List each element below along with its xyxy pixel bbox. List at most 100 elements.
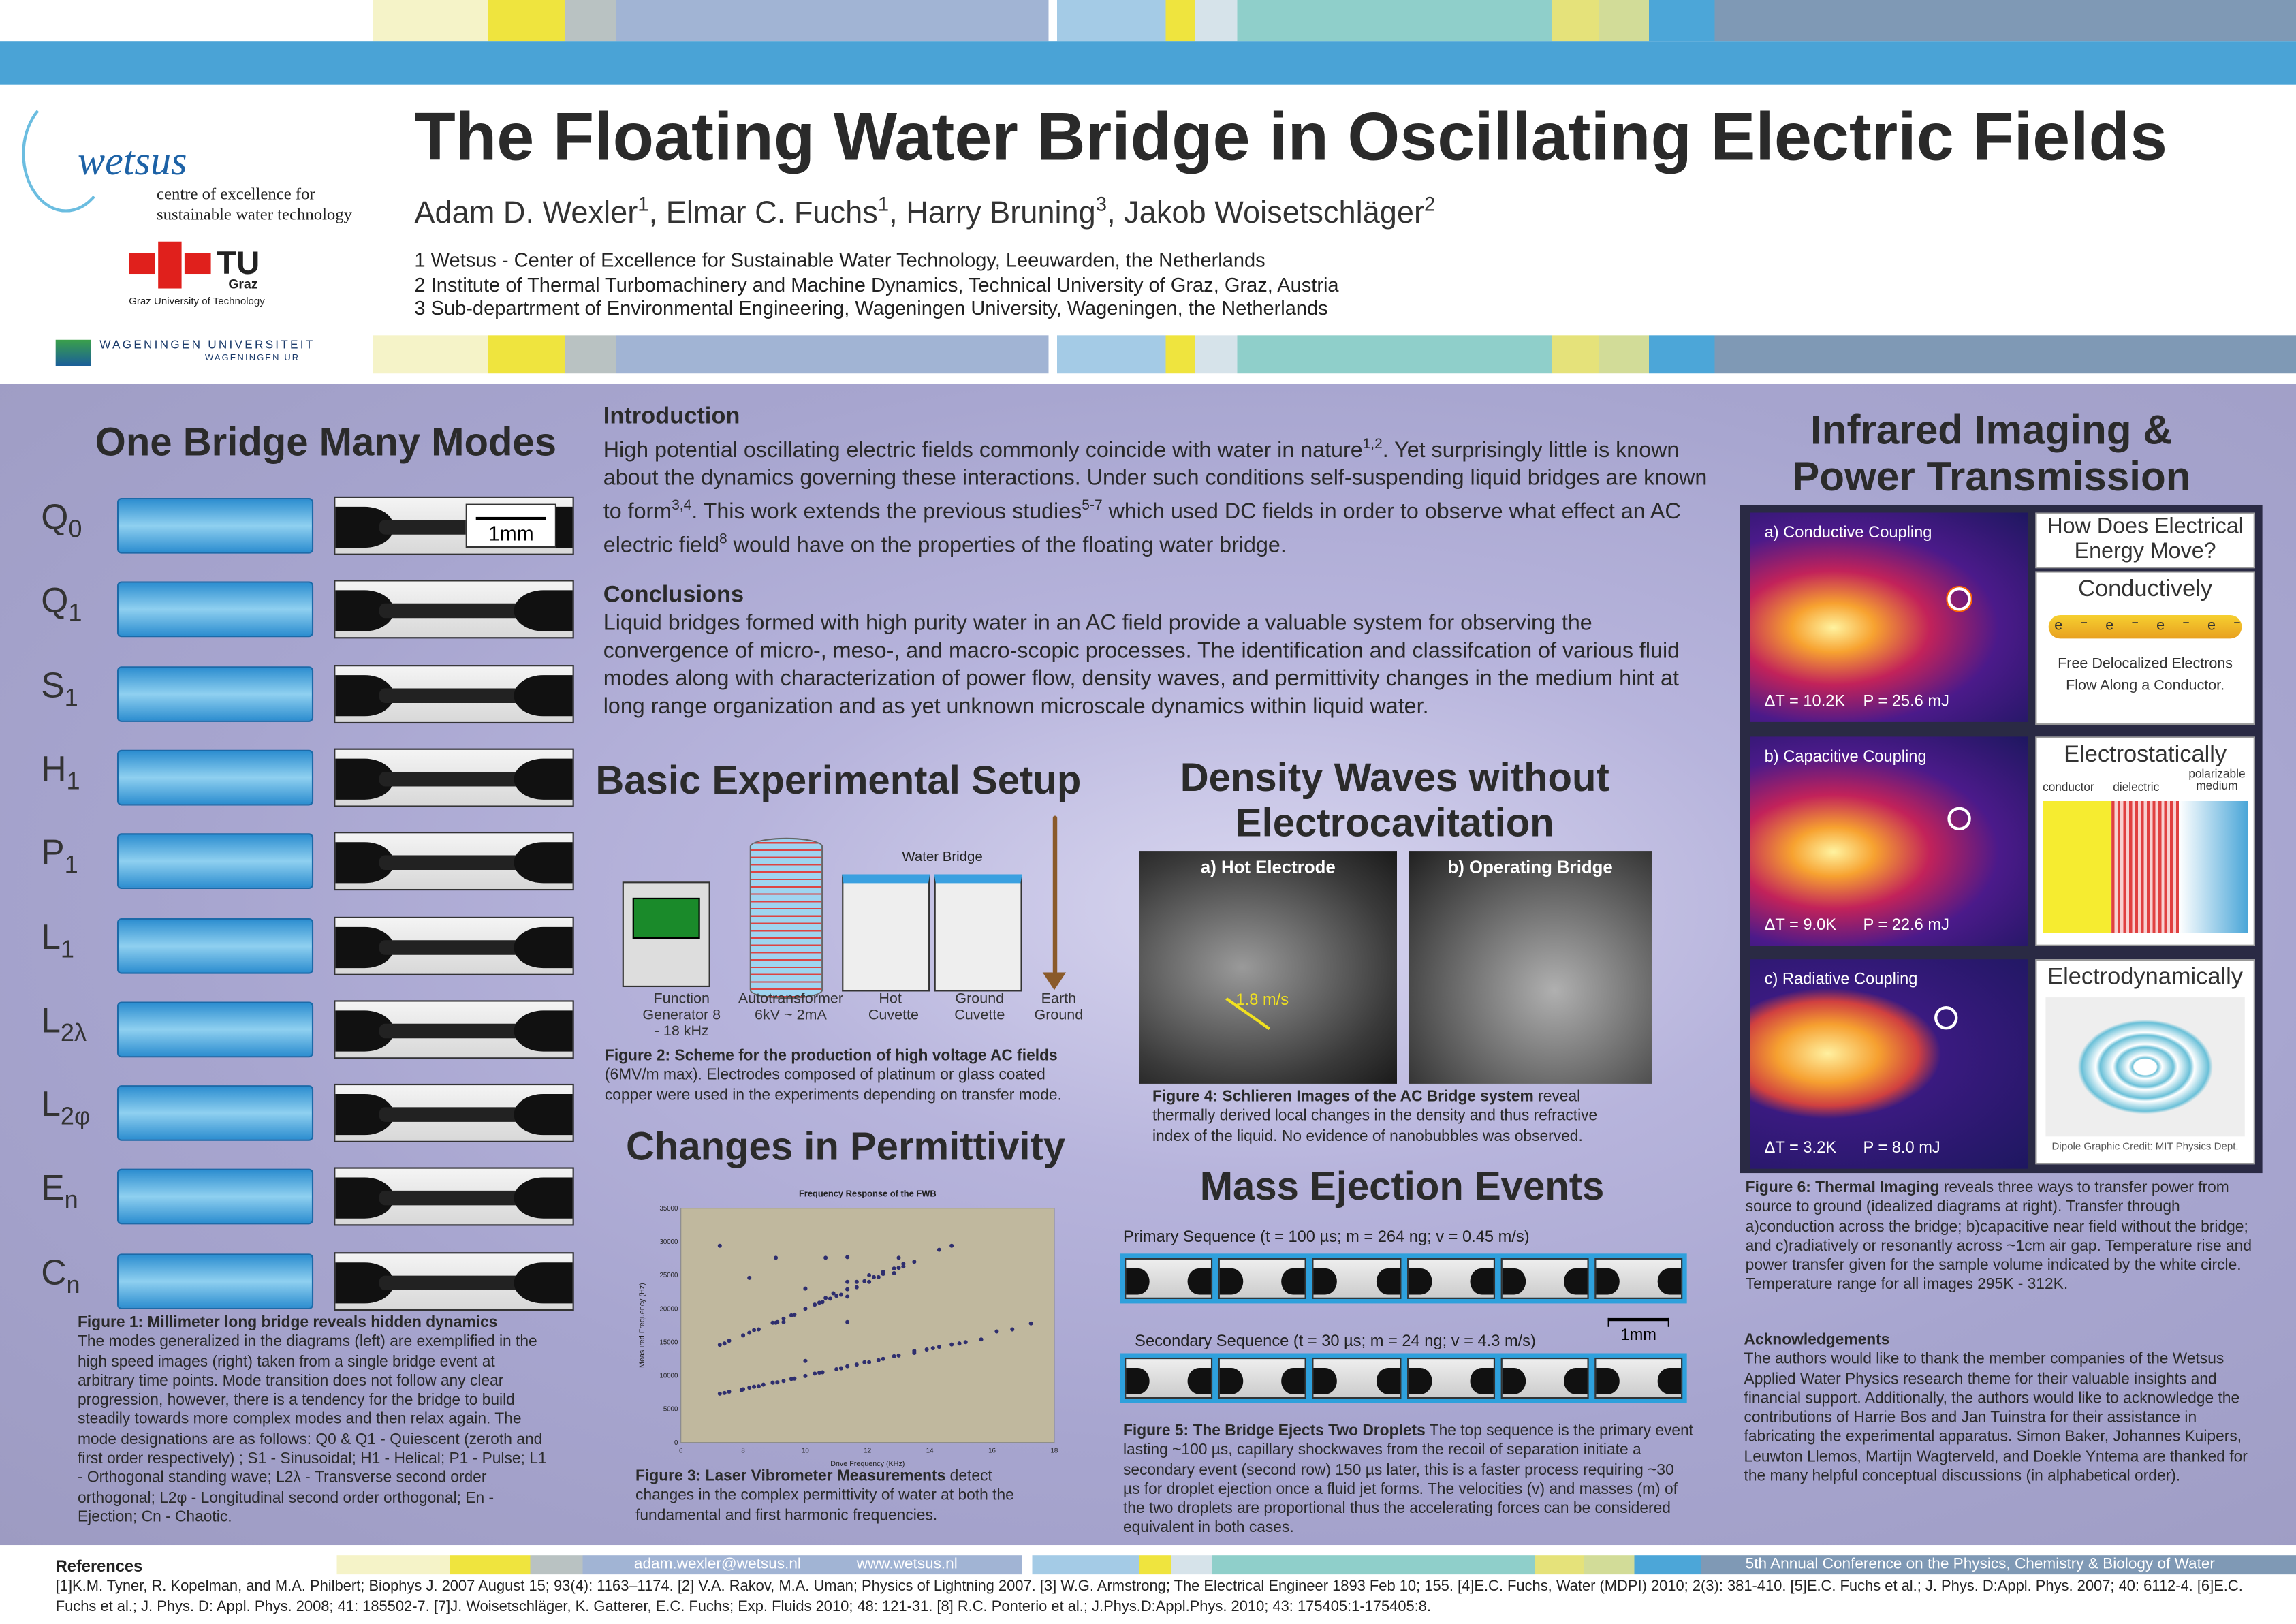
data-point	[817, 1370, 822, 1375]
y-tick-label: 25000	[660, 1272, 678, 1279]
data-point	[834, 1367, 839, 1372]
data-point	[781, 1379, 786, 1384]
y-tick-label: 5000	[663, 1406, 678, 1414]
y-tick-label: 35000	[660, 1205, 678, 1213]
schlieren-image-operating-bridge: b) Operating Bridge	[1409, 851, 1652, 1084]
data-point	[717, 1243, 722, 1248]
mode-photo	[334, 748, 574, 807]
contact-email-link[interactable]: adam.wexler@wetsus.nl	[633, 1555, 801, 1573]
mode-label: Q0	[41, 497, 82, 544]
conductively-box: Conductively e⁻e⁻e⁻e⁻e⁻ Free Delocalized…	[2035, 571, 2255, 725]
setup-diagram: Water Bridge Function Generator 8 - 18 k…	[615, 809, 1098, 1043]
secondary-sequence-images	[1120, 1353, 1687, 1403]
data-point	[937, 1247, 941, 1252]
data-point	[747, 1330, 752, 1335]
infrared-title: Infrared Imaging & Power Transmission	[1792, 407, 2191, 500]
data-point	[876, 1275, 881, 1279]
data-point	[994, 1329, 999, 1334]
data-point	[820, 1370, 825, 1375]
data-point	[752, 1384, 757, 1389]
x-tick-label: 6	[679, 1448, 682, 1455]
x-tick-label: 14	[926, 1448, 934, 1455]
data-point	[845, 1294, 850, 1299]
mode-diagram	[116, 1001, 314, 1057]
top-color-stripe	[0, 0, 2296, 42]
mode-label: En	[41, 1169, 78, 1215]
introduction: Introduction High potential oscillating …	[603, 404, 1708, 559]
chart-title: Frequency Response of the FWB	[799, 1188, 937, 1198]
energy-question-box: How Does Electrical Energy Move?	[2035, 512, 2255, 569]
data-point	[867, 1360, 872, 1364]
data-point	[845, 1287, 850, 1292]
y-tick-label: 15000	[660, 1339, 678, 1346]
mode-photo	[334, 580, 574, 639]
figure5-caption: Figure 5: The Bridge Ejects Two Droplets…	[1122, 1422, 1694, 1537]
mode-label: Cn	[41, 1253, 80, 1298]
references: [1]K.M. Tyner, R. Kopelman, and M.A. Phi…	[55, 1578, 2243, 1616]
conclusions: Conclusions Liquid bridges formed with hi…	[603, 582, 1680, 719]
data-point	[949, 1342, 954, 1347]
permittivity-title: Changes in Permittivity	[625, 1125, 1066, 1169]
data-point	[756, 1384, 761, 1389]
data-point	[892, 1270, 896, 1276]
conference-name: 5th Annual Conference on the Physics, Ch…	[1745, 1555, 2215, 1573]
primary-sequence-images	[1120, 1253, 1687, 1304]
electrostatically-box: Electrostatically conductor dielectric p…	[2035, 736, 2255, 946]
mode-photo	[334, 832, 574, 891]
mode-diagram	[116, 497, 314, 554]
figure1-caption: Figure 1: Millimeter long bridge reveals…	[77, 1313, 547, 1527]
figure3-caption: Figure 3: Laser Vibrometer Measurements …	[635, 1467, 1014, 1525]
data-point	[747, 1386, 752, 1390]
scale-bar: 1mm	[465, 503, 556, 548]
mode-diagram	[116, 1253, 314, 1309]
mode-photo	[334, 916, 574, 975]
data-point	[937, 1345, 941, 1349]
data-point	[747, 1275, 752, 1280]
mode-diagram	[116, 582, 314, 638]
data-point	[741, 1333, 746, 1338]
data-point	[949, 1243, 954, 1248]
data-point	[761, 1382, 766, 1387]
data-point	[896, 1255, 901, 1260]
data-point	[823, 1255, 828, 1260]
mode-diagram	[116, 666, 314, 722]
tu-graz-logo: TU Graz Graz University of Technology	[129, 241, 289, 315]
x-tick-label: 8	[741, 1448, 744, 1455]
data-point	[820, 1300, 825, 1305]
x-tick-label: 18	[1051, 1448, 1058, 1455]
ejection-title: Mass Ejection Events	[1199, 1164, 1605, 1208]
thermal-image-capacitive: b) Capacitive Coupling ΔT = 9.0K P = 22.6…	[1750, 736, 2028, 946]
mode-label: P1	[41, 833, 78, 879]
x-tick-label: 16	[988, 1448, 996, 1455]
data-point	[901, 1262, 906, 1266]
data-point	[930, 1346, 935, 1351]
data-point	[896, 1266, 901, 1270]
autotransformer	[749, 837, 823, 999]
conductor-electrons: e⁻e⁻e⁻e⁻e⁻	[2048, 614, 2242, 639]
data-point	[789, 1313, 793, 1317]
website-link[interactable]: www.wetsus.nl	[856, 1555, 958, 1573]
data-point	[845, 1255, 850, 1260]
data-point	[817, 1300, 822, 1305]
y-axis-label: Measured Frequency (Hz)	[638, 1283, 646, 1368]
data-point	[756, 1327, 761, 1332]
data-point	[876, 1358, 881, 1362]
y-tick-label: 0	[674, 1439, 678, 1447]
data-point	[775, 1320, 780, 1324]
data-point	[854, 1362, 859, 1367]
y-tick-label: 10000	[660, 1373, 678, 1380]
data-point	[854, 1285, 859, 1290]
data-point	[979, 1337, 984, 1342]
data-point	[862, 1279, 867, 1283]
data-point	[845, 1279, 850, 1284]
thermal-image-conductive: a) Conductive Coupling ΔT = 10.2K P = 25.…	[1750, 512, 2028, 722]
data-point	[813, 1302, 817, 1307]
data-point	[752, 1328, 757, 1332]
data-point	[792, 1312, 797, 1317]
thermal-image-radiative: c) Radiative Coupling ΔT = 3.2K P = 8.0 m…	[1750, 959, 2028, 1169]
data-point	[803, 1286, 808, 1291]
author-list: Adam D. Wexler1, Elmar C. Fuchs1, Harry …	[414, 193, 1436, 230]
ground-cuvette	[934, 874, 1022, 992]
mode-photo	[334, 1168, 574, 1227]
